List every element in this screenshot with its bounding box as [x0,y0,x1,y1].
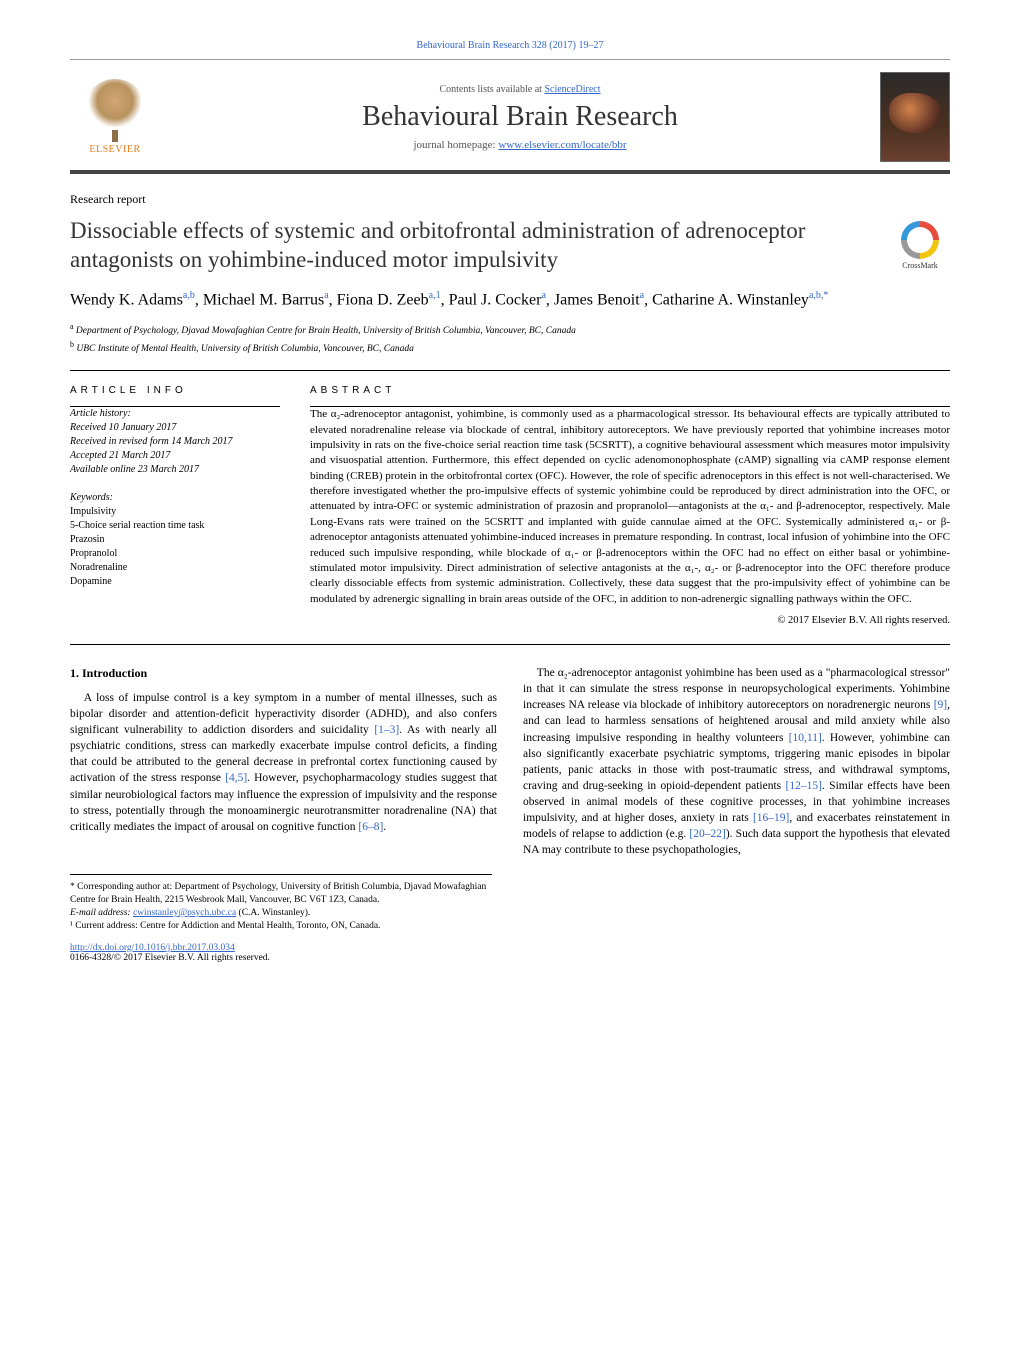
publisher-logo: ELSEVIER [70,72,160,162]
ref-link[interactable]: [6–8] [358,821,383,833]
ref-link[interactable]: [4,5] [225,772,247,784]
body-text: 1. Introduction A loss of impulse contro… [70,665,950,858]
abstract-text: The α₂-adrenoceptor antagonist, yohimbin… [310,407,950,607]
article-type: Research report [70,192,950,207]
issn-copyright: 0166-4328/© 2017 Elsevier B.V. All right… [70,953,270,963]
crossmark-icon [901,221,939,259]
contents-available-line: Contents lists available at ScienceDirec… [160,84,880,95]
corresponding-author: * Corresponding author at: Department of… [70,881,492,907]
section-heading: 1. Introduction [70,665,497,682]
sciencedirect-link[interactable]: ScienceDirect [544,84,600,95]
journal-homepage-link[interactable]: www.elsevier.com/locate/bbr [498,139,626,151]
ref-link[interactable]: [20–22] [689,828,725,840]
email-line: E-mail address: cwinstanley@psych.ubc.ca… [70,907,492,920]
ref-link[interactable]: [12–15] [786,780,822,792]
ref-link[interactable]: [16–19] [753,812,789,824]
keywords: Keywords: Impulsivity5-Choice serial rea… [70,491,280,589]
crossmark-badge[interactable]: CrossMark [890,221,950,271]
abstract-head: abstract [310,385,950,396]
article-title: Dissociable effects of systemic and orbi… [70,217,950,275]
elsevier-tree-icon [85,79,145,134]
affiliations: a Department of Psychology, Djavad Mowaf… [70,321,950,356]
article-history: Article history: Received 10 January 201… [70,407,280,477]
article-info-head: article info [70,385,280,396]
doi-link[interactable]: http://dx.doi.org/10.1016/j.bbr.2017.03.… [70,943,235,953]
journal-title: Behavioural Brain Research [160,101,880,133]
ref-link[interactable]: [9] [934,699,947,711]
ref-link[interactable]: [1–3] [374,724,399,736]
abstract-copyright: © 2017 Elsevier B.V. All rights reserved… [310,615,950,626]
masthead: ELSEVIER Contents lists available at Sci… [70,59,950,174]
authors-line: Wendy K. Adamsa,b, Michael M. Barrusa, F… [70,289,950,312]
doi-block: http://dx.doi.org/10.1016/j.bbr.2017.03.… [70,943,950,963]
citation-line: Behavioural Brain Research 328 (2017) 19… [70,40,950,51]
ref-link[interactable]: [10,11] [789,732,822,744]
email-link[interactable]: cwinstanley@psych.ubc.ca [133,908,236,918]
rule [70,644,950,645]
journal-homepage-line: journal homepage: www.elsevier.com/locat… [160,139,880,151]
footnotes: * Corresponding author at: Department of… [70,874,492,932]
publisher-name: ELSEVIER [89,144,140,155]
journal-cover-thumbnail [880,72,950,162]
current-address-note: ¹ Current address: Centre for Addiction … [70,920,492,933]
